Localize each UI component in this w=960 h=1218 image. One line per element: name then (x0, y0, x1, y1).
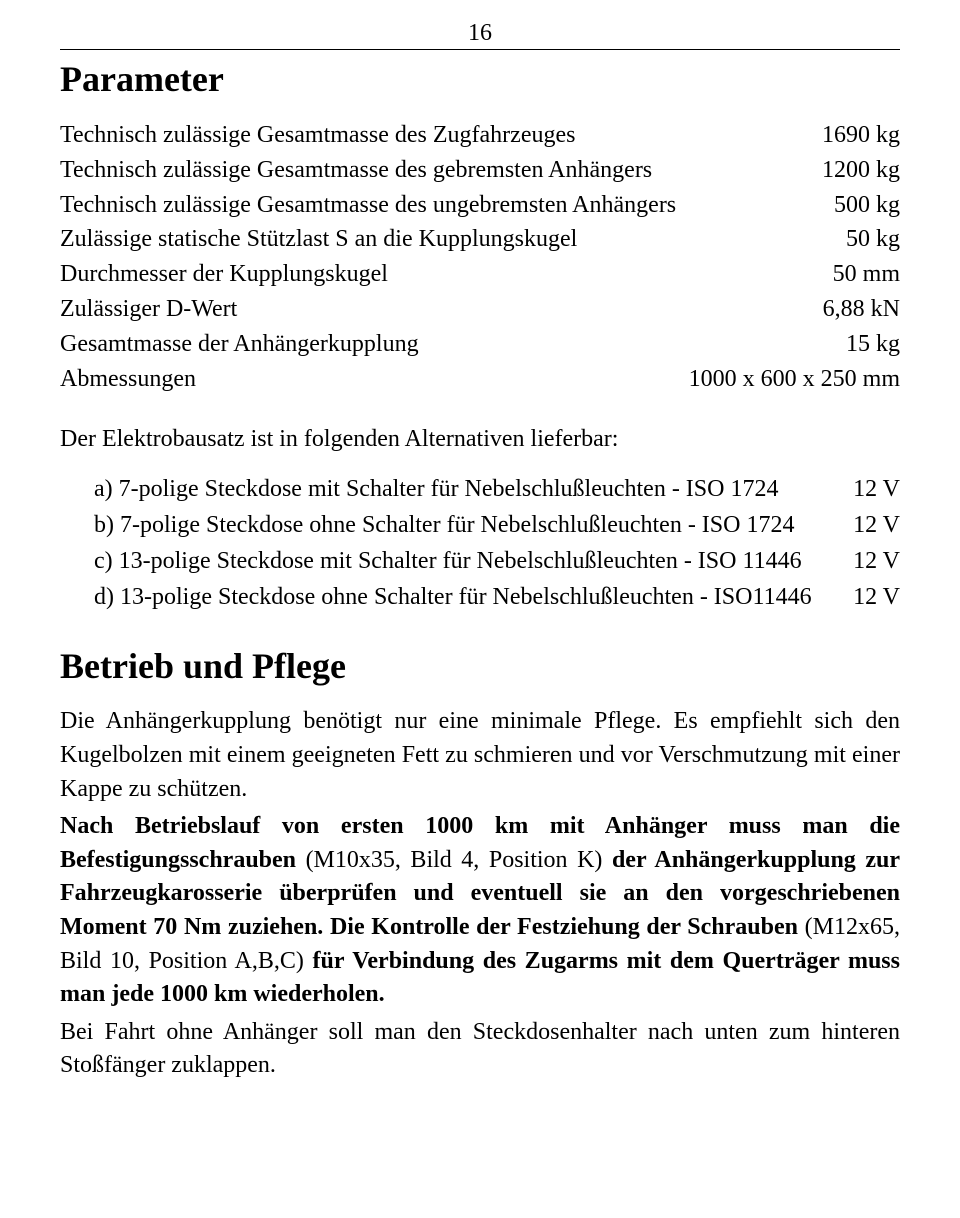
parameter-label: Abmessungen (60, 362, 669, 397)
parameter-row: Durchmesser der Kupplungskugel50 mm (60, 257, 900, 292)
betrieb-paragraph-2: Nach Betriebslauf von ersten 1000 km mit… (60, 810, 900, 1012)
elektro-intro: Der Elektrobausatz ist in folgenden Alte… (60, 426, 900, 453)
parameter-label: Technisch zulässige Gesamtmasse des unge… (60, 188, 814, 223)
parameter-value: 15 kg (826, 327, 900, 362)
document-page: 16 Parameter Technisch zulässige Gesamtm… (0, 0, 960, 1218)
page-number: 16 (60, 20, 900, 50)
parameter-row: Technisch zulässige Gesamtmasse des Zugf… (60, 118, 900, 153)
parameter-row: Zulässiger D-Wert6,88 kN (60, 292, 900, 327)
heading-betrieb: Betrieb und Pflege (60, 645, 900, 687)
option-list: a) 7-polige Steckdose mit Schalter für N… (60, 471, 900, 615)
parameter-row: Technisch zulässige Gesamtmasse des unge… (60, 188, 900, 223)
parameter-row: Gesamtmasse der Anhängerkupplung15 kg (60, 327, 900, 362)
betrieb-paragraph-3: Bei Fahrt ohne Anhänger soll man den Ste… (60, 1016, 900, 1083)
option-row: b) 7-polige Steckdose ohne Schalter für … (94, 507, 900, 543)
text-run: (M10x35, Bild 4, Position K) (306, 847, 612, 873)
option-row: c) 13-polige Steckdose mit Schalter für … (94, 543, 900, 579)
parameter-label: Zulässige statische Stützlast S an die K… (60, 222, 826, 257)
parameter-value: 1690 kg (802, 118, 900, 153)
parameter-label: Technisch zulässige Gesamtmasse des Zugf… (60, 118, 802, 153)
option-row: d) 13-polige Steckdose ohne Schalter für… (94, 579, 900, 615)
option-row: a) 7-polige Steckdose mit Schalter für N… (94, 471, 900, 507)
parameter-label: Zulässiger D-Wert (60, 292, 803, 327)
option-value: 12 V (833, 471, 900, 507)
parameter-label: Durchmesser der Kupplungskugel (60, 257, 813, 292)
parameter-value: 1200 kg (802, 153, 900, 188)
option-text: b) 7-polige Steckdose ohne Schalter für … (94, 507, 833, 543)
parameter-value: 50 mm (813, 257, 900, 292)
parameter-value: 6,88 kN (803, 292, 900, 327)
option-value: 12 V (833, 543, 900, 579)
betrieb-paragraph-1: Die Anhängerkupplung benötigt nur eine m… (60, 705, 900, 806)
parameter-value: 500 kg (814, 188, 900, 223)
parameter-label: Technisch zulässige Gesamtmasse des gebr… (60, 153, 802, 188)
heading-parameter: Parameter (60, 58, 900, 100)
parameter-value: 50 kg (826, 222, 900, 257)
parameter-row: Abmessungen1000 x 600 x 250 mm (60, 362, 900, 397)
option-value: 12 V (833, 507, 900, 543)
option-text: c) 13-polige Steckdose mit Schalter für … (94, 543, 833, 579)
parameter-table: Technisch zulässige Gesamtmasse des Zugf… (60, 118, 900, 396)
option-text: d) 13-polige Steckdose ohne Schalter für… (94, 579, 833, 615)
option-text: a) 7-polige Steckdose mit Schalter für N… (94, 471, 833, 507)
option-value: 12 V (833, 579, 900, 615)
parameter-row: Zulässige statische Stützlast S an die K… (60, 222, 900, 257)
parameter-value: 1000 x 600 x 250 mm (669, 362, 900, 397)
parameter-label: Gesamtmasse der Anhängerkupplung (60, 327, 826, 362)
parameter-row: Technisch zulässige Gesamtmasse des gebr… (60, 153, 900, 188)
